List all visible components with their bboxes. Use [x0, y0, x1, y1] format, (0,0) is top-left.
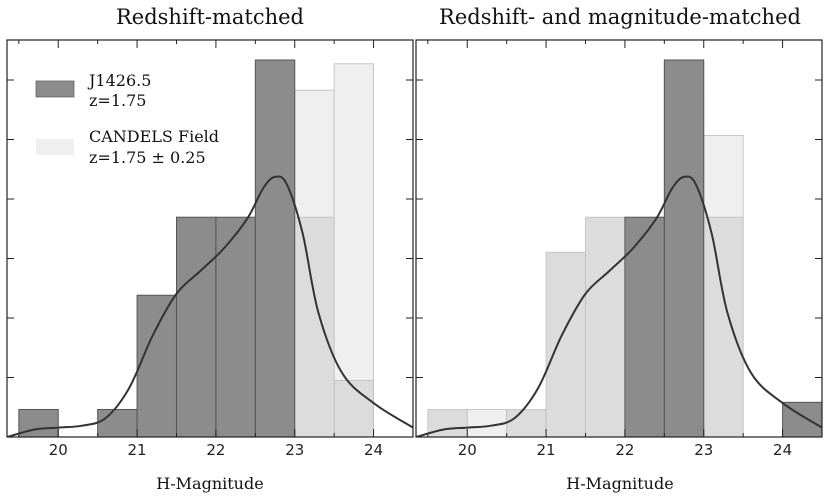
x-tick-label: 24	[773, 441, 792, 459]
x-axis-label: H-Magnitude	[566, 474, 673, 493]
histogram-bar	[545, 251, 586, 438]
histogram-bar	[585, 216, 626, 438]
plot-frame	[6, 39, 414, 438]
x-tick-label: 22	[206, 441, 225, 459]
histogram-bar	[97, 408, 138, 438]
histogram-bar	[333, 380, 374, 438]
legend-label: J1426.5	[87, 71, 151, 90]
legend-label: z=1.75	[89, 91, 146, 110]
legend-swatch-candels	[36, 139, 74, 155]
x-tick-label: 24	[364, 441, 383, 459]
x-axis-label: H-Magnitude	[156, 474, 263, 493]
kde-curve	[416, 175, 822, 437]
histogram-bar	[175, 216, 217, 438]
x-tick-labels: 20 21 22 23 24	[49, 441, 383, 459]
histogram-bar	[663, 59, 705, 438]
histogram-bar	[294, 216, 335, 438]
x-tick-label: 20	[49, 441, 68, 459]
histogram-bar	[703, 216, 744, 438]
histogram-bar	[254, 59, 296, 438]
legend: J1426.5 z=1.75 CANDELS Field z=1.75 ± 0.…	[35, 71, 219, 167]
histogram-bar	[136, 294, 177, 438]
x-tick-label: 23	[285, 441, 304, 459]
bars-layer	[427, 59, 823, 438]
histogram-bar	[506, 409, 547, 438]
x-tick-label: 20	[458, 441, 477, 459]
x-tick-labels: 20 21 22 23 24	[458, 441, 792, 459]
panel-redshift-magnitude-matched: Redshift- and magnitude-matched 20 21 22…	[415, 5, 823, 493]
x-tick-label: 22	[615, 441, 634, 459]
kde-curve	[7, 175, 413, 437]
x-tick-label: 21	[537, 441, 556, 459]
histogram-bar	[215, 216, 256, 438]
legend-label: CANDELS Field	[89, 127, 219, 146]
panel-title: Redshift-matched	[116, 5, 304, 29]
x-tick-label: 21	[128, 441, 147, 459]
plot-frame	[415, 39, 823, 438]
panel-redshift-matched: Redshift-matched 20 21 22 23 24 H-Magnit…	[6, 5, 414, 493]
legend-label: z=1.75 ± 0.25	[89, 148, 206, 167]
ticks-layer	[416, 40, 822, 438]
ticks-layer	[7, 40, 413, 438]
x-tick-label: 23	[694, 441, 713, 459]
bars-layer	[18, 59, 374, 438]
panel-title: Redshift- and magnitude-matched	[439, 5, 801, 29]
histogram-bar	[333, 63, 374, 438]
legend-swatch-j1426	[35, 80, 75, 98]
